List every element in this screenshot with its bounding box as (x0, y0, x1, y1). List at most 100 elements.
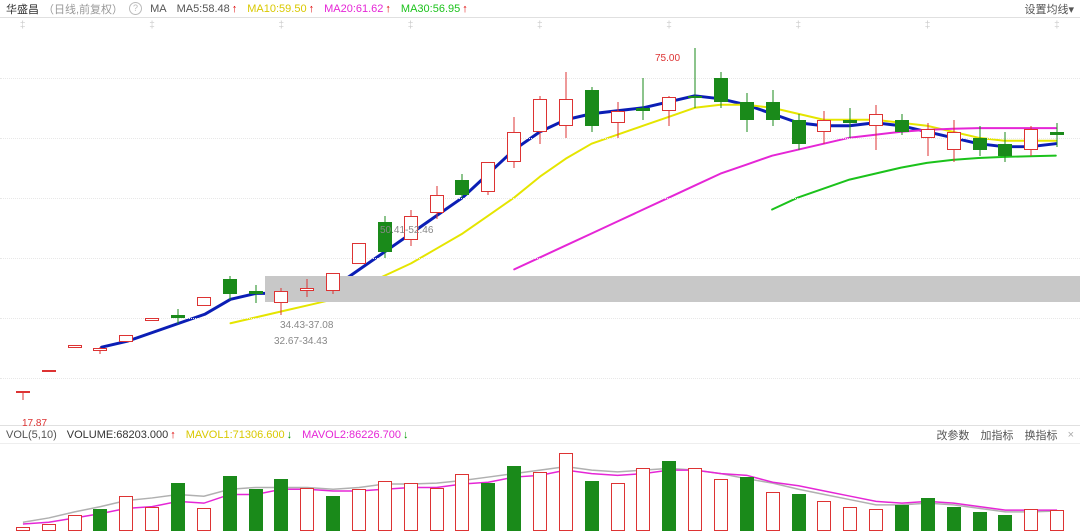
candle[interactable] (688, 48, 702, 108)
candle[interactable] (430, 186, 444, 219)
volume-bar[interactable] (662, 461, 676, 531)
candle[interactable] (792, 114, 806, 150)
volume-bar[interactable] (455, 474, 469, 531)
volume-bar[interactable] (119, 496, 133, 531)
volume-bar[interactable] (1050, 510, 1064, 531)
candle[interactable] (197, 297, 211, 306)
candle[interactable] (119, 335, 133, 342)
volume-bar[interactable] (507, 466, 521, 531)
candle[interactable] (300, 279, 314, 297)
volume-bar[interactable] (973, 512, 987, 531)
add-indicator-button[interactable]: 加指标 (981, 430, 1014, 442)
candle[interactable] (42, 370, 56, 372)
ma30-value: MA30:56.95↑ (401, 3, 468, 15)
volume-header: VOL(5,10) VOLUME:68203.000↑ MAVOL1:71306… (0, 426, 1080, 444)
candle[interactable] (740, 93, 754, 132)
volume-bar[interactable] (1024, 509, 1038, 531)
volume-bar[interactable] (197, 508, 211, 531)
volume-bar[interactable] (559, 453, 573, 531)
volume-bar[interactable] (249, 489, 263, 531)
candle[interactable] (68, 345, 82, 348)
volume-bar[interactable] (688, 468, 702, 531)
candle[interactable] (869, 105, 883, 150)
candle[interactable] (145, 318, 159, 321)
candle[interactable] (895, 114, 909, 135)
candle[interactable] (455, 174, 469, 198)
close-icon[interactable]: × (1068, 429, 1074, 441)
volume-bar[interactable] (585, 481, 599, 531)
price-chart[interactable]: ‡‡‡‡‡‡‡‡‡17.8732.67-34.4334.43-37.0850.4… (0, 18, 1080, 426)
candle[interactable] (611, 102, 625, 138)
candle[interactable] (921, 123, 935, 156)
volume-bar[interactable] (843, 507, 857, 531)
volume-bar[interactable] (998, 515, 1012, 531)
candle[interactable] (973, 126, 987, 156)
candle[interactable] (223, 276, 237, 300)
candle[interactable] (559, 72, 573, 138)
volume-bar[interactable] (714, 479, 728, 531)
volume-bar[interactable] (223, 476, 237, 531)
volume-bar[interactable] (93, 509, 107, 531)
candle[interactable] (481, 162, 495, 195)
volume-value: VOLUME:68203.000↑ (67, 429, 176, 441)
volume-bar[interactable] (352, 489, 366, 531)
volume-bar[interactable] (68, 515, 82, 531)
volume-bar[interactable] (921, 498, 935, 531)
volume-bar[interactable] (42, 524, 56, 531)
volume-bar[interactable] (378, 481, 392, 531)
candle[interactable] (714, 72, 728, 108)
candle[interactable] (766, 90, 780, 126)
volume-bar[interactable] (895, 505, 909, 531)
price-header: 华盛昌 （日线,前复权） ? MA MA5:58.48↑ MA10:59.50↑… (0, 0, 1080, 18)
candle[interactable] (93, 347, 107, 354)
volume-bar[interactable] (611, 483, 625, 531)
candle[interactable] (16, 391, 30, 401)
volume-bar[interactable] (481, 483, 495, 531)
price-label: 75.00 (655, 53, 680, 64)
mavol1-value: MAVOL1:71306.600↓ (186, 429, 292, 441)
candle[interactable] (326, 273, 340, 294)
volume-bar[interactable] (766, 492, 780, 531)
candle[interactable] (998, 132, 1012, 162)
volume-bar[interactable] (274, 479, 288, 531)
ma-settings-button[interactable]: 设置均线▾ (1024, 1, 1074, 17)
vol-label: VOL(5,10) (6, 429, 57, 441)
volume-bar[interactable] (740, 477, 754, 531)
candle[interactable] (947, 120, 961, 162)
candle[interactable] (533, 96, 547, 144)
candle[interactable] (636, 78, 650, 120)
candle[interactable] (817, 111, 831, 144)
change-indicator-button[interactable]: 换指标 (1025, 430, 1058, 442)
candle[interactable] (1024, 126, 1038, 156)
volume-bar[interactable] (404, 483, 418, 531)
volume-bar[interactable] (792, 494, 806, 531)
volume-bar[interactable] (326, 496, 340, 531)
volume-chart[interactable] (0, 444, 1080, 531)
candle[interactable] (585, 87, 599, 132)
candle[interactable] (171, 309, 185, 324)
ma10-value: MA10:59.50↑ (247, 3, 314, 15)
volume-bar[interactable] (533, 472, 547, 531)
edit-params-button[interactable]: 改参数 (936, 430, 969, 442)
volume-bar[interactable] (16, 527, 30, 531)
volume-bar[interactable] (145, 507, 159, 531)
price-label: 17.87 (22, 418, 47, 429)
candle[interactable] (274, 288, 288, 315)
candle[interactable] (378, 216, 392, 258)
candle[interactable] (249, 285, 263, 303)
candle[interactable] (1050, 123, 1064, 147)
volume-bar[interactable] (171, 483, 185, 531)
candle[interactable] (507, 117, 521, 168)
vol-tools: 改参数 加指标 换指标 (928, 427, 1057, 443)
volume-bar[interactable] (817, 501, 831, 531)
volume-bar[interactable] (947, 507, 961, 531)
help-icon[interactable]: ? (129, 2, 142, 15)
candle[interactable] (843, 108, 857, 138)
volume-bar[interactable] (300, 488, 314, 531)
candle[interactable] (662, 96, 676, 126)
stock-title: 华盛昌 (6, 1, 39, 17)
volume-bar[interactable] (430, 488, 444, 531)
candle[interactable] (352, 243, 366, 264)
volume-bar[interactable] (636, 468, 650, 531)
volume-bar[interactable] (869, 509, 883, 531)
